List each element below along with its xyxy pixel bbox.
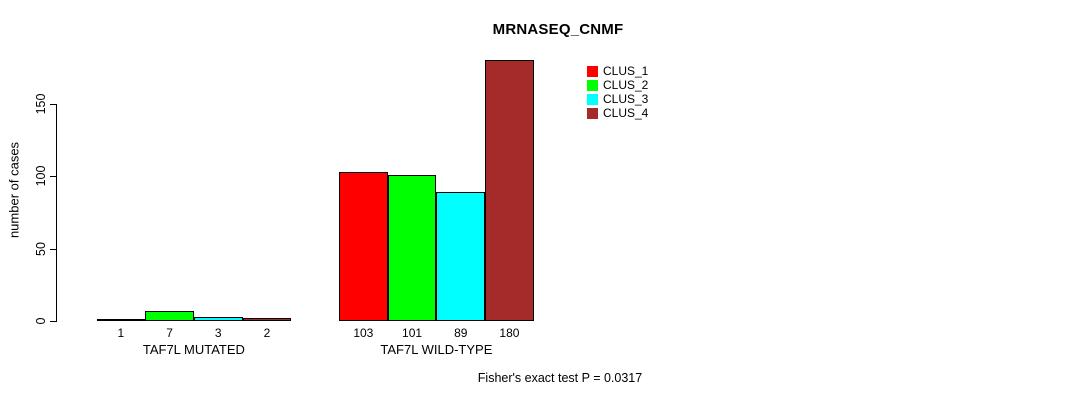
bar-clus_3-wildtype — [436, 191, 486, 321]
bar-value-label: 3 — [214, 326, 222, 340]
legend-label-clus-1: CLUS_1 — [603, 64, 649, 78]
bar-value-label: 180 — [499, 326, 520, 340]
legend-item-clus-2: CLUS_2 — [587, 78, 648, 92]
chart-title: MRNASEQ_CNMF — [492, 21, 624, 38]
group-label-wildtype: TAF7L WILD-TYPE — [380, 342, 493, 357]
bar-clus_4-wildtype — [485, 60, 534, 321]
fisher-test-annotation: Fisher's exact test P = 0.0317 — [477, 371, 643, 385]
bar-value-label: 7 — [166, 326, 173, 340]
legend-item-clus-4: CLUS_4 — [587, 106, 648, 120]
y-axis-line — [56, 103, 57, 322]
bar-clus_4-mutated — [242, 318, 292, 321]
y-tick-label: 150 — [34, 93, 48, 114]
y-tick-mark — [50, 103, 57, 105]
y-tick-label: 100 — [34, 165, 48, 187]
bar-value-label: 103 — [353, 326, 374, 340]
legend-label-clus-2: CLUS_2 — [603, 78, 649, 92]
bar-value-label: 2 — [263, 326, 271, 340]
y-tick-mark — [50, 176, 57, 177]
legend-swatch-clus-1-icon — [587, 65, 598, 77]
legend-item-clus-1: CLUS_1 — [587, 64, 648, 78]
bar-clus_2-mutated — [145, 310, 194, 321]
y-tick-mark — [50, 248, 57, 250]
group-label-mutated: TAF7L MUTATED — [142, 342, 245, 357]
bar-clus_2-wildtype — [387, 174, 437, 321]
legend-swatch-clus-3-icon — [587, 93, 598, 105]
legend-label-clus-4: CLUS_4 — [603, 106, 649, 120]
legend: CLUS_1 CLUS_2 CLUS_3 CLUS_4 — [587, 64, 648, 120]
legend-swatch-clus-2-icon — [587, 79, 598, 91]
bar-value-label: 89 — [454, 326, 468, 340]
legend-swatch-clus-4-icon — [587, 107, 598, 119]
legend-item-clus-3: CLUS_3 — [587, 92, 648, 106]
bar-clus_1-wildtype — [339, 171, 388, 321]
y-tick-mark — [50, 321, 57, 322]
y-axis-title: number of cases — [6, 141, 22, 239]
bar-clus_1-mutated — [96, 319, 146, 321]
bar-value-label: 1 — [117, 326, 125, 340]
legend-label-clus-3: CLUS_3 — [603, 92, 649, 106]
y-tick-label: 50 — [34, 241, 48, 256]
bar-clus_3-mutated — [193, 316, 243, 321]
bar-value-label: 101 — [402, 326, 423, 340]
y-tick-label: 0 — [34, 317, 48, 325]
